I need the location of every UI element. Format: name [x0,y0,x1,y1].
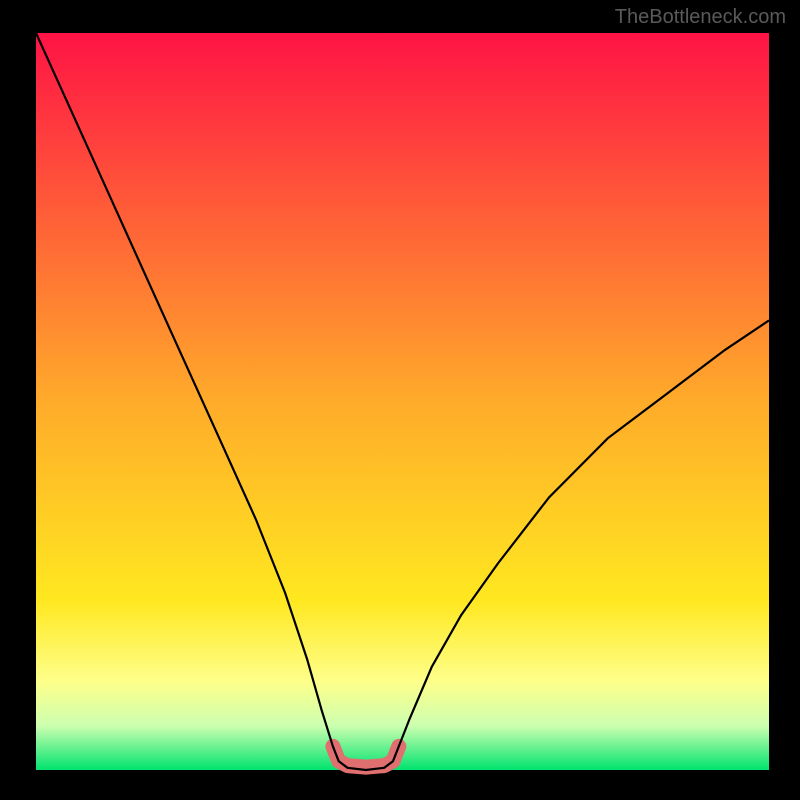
chart-svg [0,0,800,800]
watermark-text: TheBottleneck.com [615,6,786,29]
bottleneck-curve [36,33,769,770]
